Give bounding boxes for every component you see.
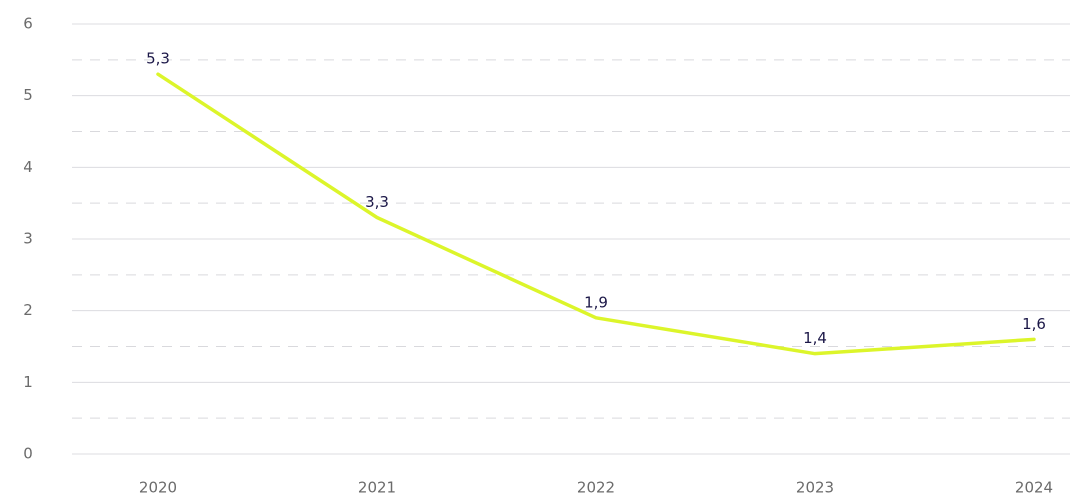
data-label: 1,6 [1022, 315, 1046, 333]
x-tick-label: 2020 [139, 479, 177, 494]
y-tick-label: 6 [23, 15, 33, 33]
y-tick-label: 0 [23, 445, 33, 463]
x-tick-label: 2024 [1015, 479, 1053, 494]
y-tick-label: 1 [23, 373, 33, 391]
data-label: 1,9 [584, 293, 608, 311]
x-tick-label: 2021 [358, 479, 396, 494]
line [156, 72, 1036, 356]
data-label: 5,3 [146, 50, 170, 68]
data-label: 1,4 [803, 329, 827, 347]
y-tick-label: 4 [23, 158, 33, 176]
data-label: 3,3 [365, 193, 389, 211]
x-tick-label: 2022 [577, 479, 615, 494]
y-tick-label: 5 [23, 86, 33, 104]
y-tick-label: 2 [23, 301, 33, 319]
y-tick-label: 3 [23, 230, 33, 248]
x-tick-label: 2023 [796, 479, 834, 494]
